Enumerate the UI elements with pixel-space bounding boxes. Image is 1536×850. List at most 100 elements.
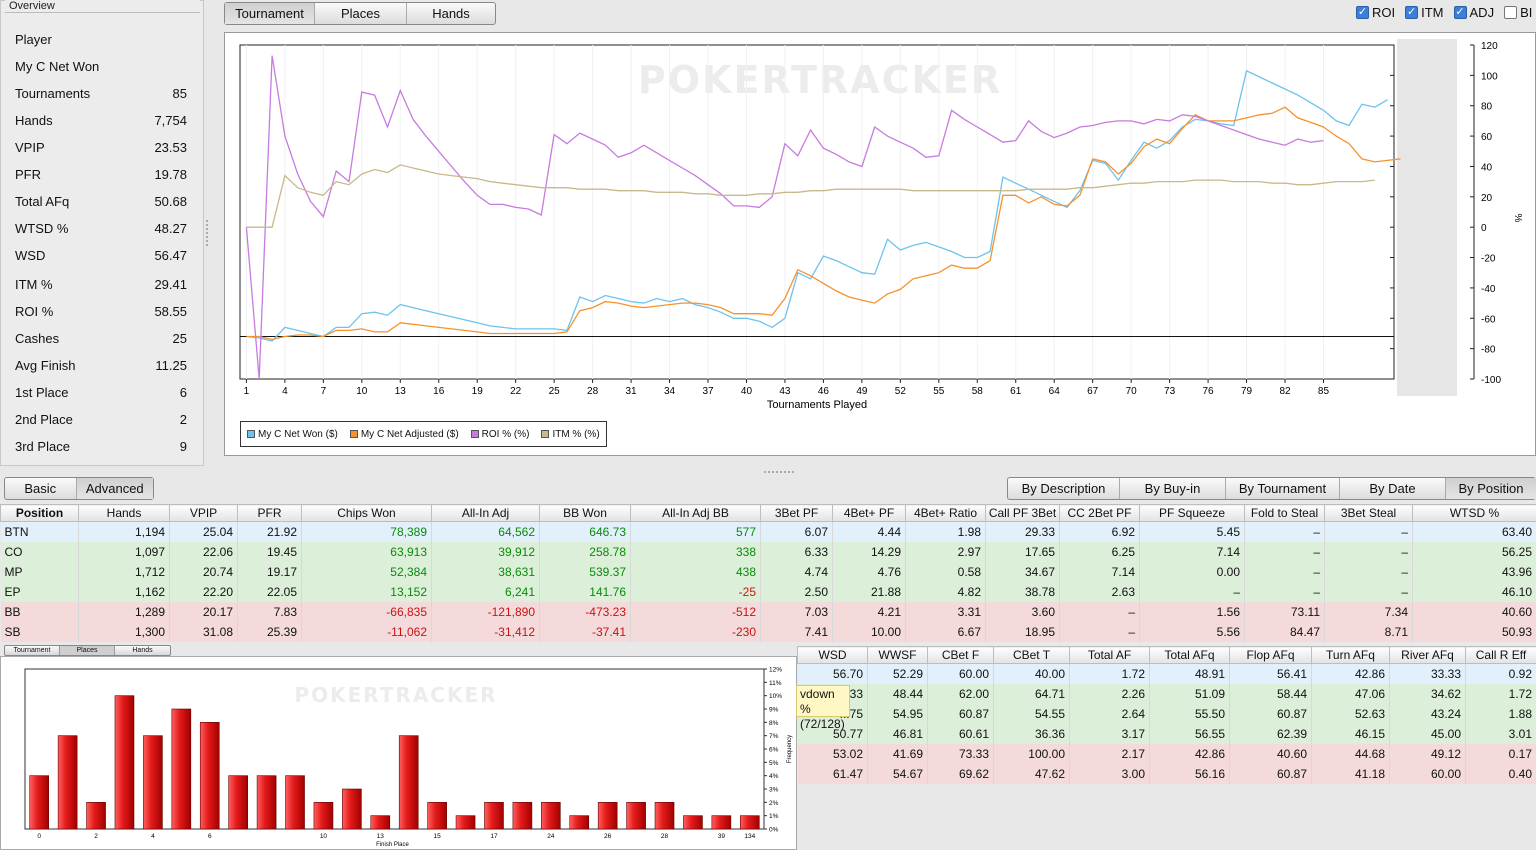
column-header-cc-2bet-pf[interactable]: CC 2Bet PF — [1059, 504, 1140, 522]
column-header-chips-won[interactable]: Chips Won — [301, 504, 432, 522]
column-header-bb-won[interactable]: BB Won — [539, 504, 631, 522]
overview-label: Avg Finish — [15, 358, 76, 373]
tab-by-position[interactable]: By Position — [1446, 478, 1536, 499]
overview-value: 6 — [179, 385, 187, 400]
table-row[interactable]: CO 1,097 22.06 19.45 63,913 39,912 258.78 338 6.… — [0, 541, 1536, 562]
x-tick-label: 70 — [1126, 386, 1138, 397]
table-cell: – — [1059, 601, 1140, 622]
column-header-hands[interactable]: Hands — [78, 504, 170, 522]
table-cell: 21.88 — [832, 581, 906, 602]
x-tick-label: 43 — [779, 386, 791, 397]
table-row[interactable]: 56.70 52.29 60.00 40.00 1.72 48.91 56.41 42.86 3… — [797, 663, 1536, 684]
column-header-call-r-eff[interactable]: Call R Eff — [1465, 646, 1536, 664]
toggle-itm[interactable]: ✓ ITM — [1405, 5, 1444, 20]
tab-tournament[interactable]: Tournament — [225, 3, 315, 24]
table-cell: 40.60 — [1229, 743, 1312, 764]
histogram-tab-tournament[interactable]: Tournament — [5, 646, 60, 655]
x-tick-label: 7 — [321, 386, 327, 397]
tab-places[interactable]: Places — [315, 3, 407, 24]
column-header-all-in-adj-bb[interactable]: All-In Adj BB — [630, 504, 761, 522]
histogram-y-tick-label: 4% — [769, 773, 779, 780]
checkbox-icon[interactable] — [1504, 6, 1518, 19]
column-header-vpip[interactable]: VPIP — [169, 504, 238, 522]
column-header-fold-to-steal[interactable]: Fold to Steal — [1244, 504, 1325, 522]
overview-value: 58.55 — [154, 304, 187, 319]
column-header-pf-squeeze[interactable]: PF Squeeze — [1139, 504, 1245, 522]
column-header-river-afq[interactable]: River AFq — [1389, 646, 1466, 664]
table-cell: – — [1324, 521, 1413, 542]
histogram-tab-hands[interactable]: Hands — [132, 647, 153, 654]
table-cell: -25 — [630, 581, 761, 602]
column-header-cbet-t[interactable]: CBet T — [993, 646, 1070, 664]
results-chart-svg: POKERTRACKER 1 4 7 10 13 16 19 22 25 28 31 34 37 40 43 4… — [239, 39, 1523, 411]
column-header-wwsf[interactable]: WWSF — [867, 646, 928, 664]
tab-by-buy-in[interactable]: By Buy-in — [1120, 478, 1226, 499]
table-cell: 22.05 — [237, 581, 302, 602]
table-cell: 1.56 — [1139, 601, 1245, 622]
table-row[interactable]: ...75 54.95 60.87 54.55 2.64 55.50 60.87 52.63 4… — [797, 703, 1536, 724]
table-cell: 60.61 — [927, 723, 994, 744]
table-cell: 50.93 — [1412, 621, 1536, 642]
histogram-y-tick-label: 10% — [769, 693, 782, 700]
table-row[interactable]: 53.02 41.69 73.33 100.00 2.17 42.86 40.60 44.68… — [797, 743, 1536, 764]
table-row[interactable]: ...33 48.44 62.00 64.71 2.26 51.09 58.44 47.06 3… — [797, 683, 1536, 704]
column-header-4bet-pf[interactable]: 4Bet+ PF — [832, 504, 906, 522]
table-row[interactable]: 50.77 46.81 60.61 36.36 3.17 56.55 62.39 46.15 4… — [797, 723, 1536, 744]
table-cell: 438 — [630, 561, 761, 582]
table-row[interactable]: 61.47 54.67 69.62 47.62 3.00 56.16 60.87 41.18 6… — [797, 763, 1536, 784]
overview-row-1st-place: 1st Place 6 — [15, 385, 187, 400]
tab-advanced[interactable]: Advanced — [76, 478, 153, 499]
toggle-adj[interactable]: ✓ ADJ — [1453, 5, 1494, 20]
table-row[interactable]: SB 1,300 31.08 25.39 -11,062 -31,412 -37.41 -23… — [0, 621, 1536, 642]
tab-by-tournament[interactable]: By Tournament — [1226, 478, 1340, 499]
column-header-cbet-f[interactable]: CBet F — [927, 646, 994, 664]
table-cell: 56.70 — [797, 663, 868, 684]
overview-label: 3rd Place — [15, 439, 70, 454]
table-cell: 3.17 — [1069, 723, 1150, 744]
table-cell: 64,562 — [431, 521, 540, 542]
histogram-x-tick-label: 26 — [604, 833, 612, 840]
split-divider[interactable] — [764, 471, 794, 474]
table-row[interactable]: BTN 1,194 25.04 21.92 78,389 64,562 646.73 577 6… — [0, 521, 1536, 542]
table-cell: -473.23 — [539, 601, 631, 622]
checkbox-icon[interactable]: ✓ — [1405, 6, 1419, 19]
table-row[interactable]: MP 1,712 20.74 19.17 52,384 38,631 539.37 438 4.… — [0, 561, 1536, 582]
tab-basic[interactable]: Basic — [5, 478, 77, 499]
overview-label: ITM % — [15, 277, 53, 292]
table-cell: 1,162 — [78, 581, 170, 602]
checkbox-icon[interactable]: ✓ — [1453, 6, 1467, 19]
column-header-call-pf-3bet[interactable]: Call PF 3Bet — [985, 504, 1060, 522]
toggle-bi[interactable]: BI — [1504, 5, 1532, 20]
table-row[interactable]: BB 1,289 20.17 7.83 -66,835 -121,890 -473.23 -5… — [0, 601, 1536, 622]
tab-by-date[interactable]: By Date — [1340, 478, 1446, 499]
table-cell: 64.71 — [993, 683, 1070, 704]
overview-label: VPIP — [15, 140, 45, 155]
column-header-turn-afq[interactable]: Turn AFq — [1311, 646, 1390, 664]
chart-legend: My C Net Won ($) My C Net Adjusted ($) ROI… — [240, 421, 607, 447]
panel-resize-grip[interactable] — [206, 220, 210, 246]
column-header-total-afq[interactable]: Total AFq — [1149, 646, 1230, 664]
table-row[interactable]: EP 1,162 22.20 22.05 13,152 6,241 141.76 -25 2.5… — [0, 581, 1536, 602]
toggle-roi[interactable]: ✓ ROI — [1356, 5, 1395, 20]
column-header-wsd[interactable]: WSD — [797, 646, 868, 664]
column-header-4bet-ratio[interactable]: 4Bet+ Ratio — [905, 504, 986, 522]
position-stats-table: Position Hands VPIP PFR Chips Won All-In Adj B… — [0, 504, 1536, 642]
table-cell: 41.18 — [1311, 763, 1390, 784]
table-cell: 6.25 — [1059, 541, 1140, 562]
column-header-3bet-steal[interactable]: 3Bet Steal — [1324, 504, 1413, 522]
table-cell: -66,835 — [301, 601, 432, 622]
column-header-3bet-pf[interactable]: 3Bet PF — [760, 504, 833, 522]
tab-by-description[interactable]: By Description — [1008, 478, 1120, 499]
column-header-total-af[interactable]: Total AF — [1069, 646, 1150, 664]
checkbox-icon[interactable]: ✓ — [1356, 6, 1369, 19]
column-header-wtsd[interactable]: WTSD % — [1412, 504, 1536, 522]
table-cell: 5.45 — [1139, 521, 1245, 542]
column-header-pfr[interactable]: PFR — [237, 504, 302, 522]
column-header-position[interactable]: Position — [0, 504, 79, 522]
table-cell: BTN — [0, 521, 79, 542]
column-header-all-in-adj[interactable]: All-In Adj — [431, 504, 540, 522]
tab-hands[interactable]: Hands — [432, 6, 470, 21]
histogram-tab-places[interactable]: Places — [60, 646, 115, 655]
legend-label: My C Net Adjusted ($) — [360, 428, 459, 440]
column-header-flop-afq[interactable]: Flop AFq — [1229, 646, 1312, 664]
